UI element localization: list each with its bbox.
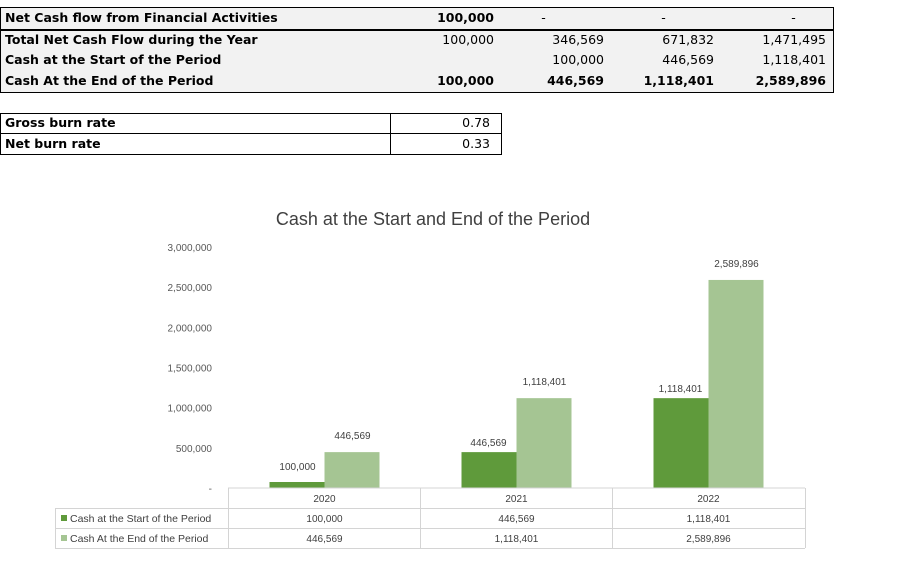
cell-value: 346,569	[552, 32, 604, 47]
legend-label: Cash At the End of the Period	[70, 533, 209, 545]
table-value: 100,000	[306, 514, 343, 525]
chart-title: Cash at the Start and End of the Period	[276, 209, 590, 229]
y-tick-label: -	[209, 484, 212, 495]
cell-value: 2,589,896	[755, 73, 826, 88]
category-label: 2020	[313, 494, 336, 505]
table-value: 1,118,401	[495, 534, 539, 545]
data-label: 446,569	[334, 431, 371, 442]
cell-value: 671,832	[662, 32, 714, 47]
bar	[708, 279, 764, 488]
row-label: Total Net Cash Flow during the Year	[5, 32, 258, 47]
y-tick-label: 2,000,000	[168, 323, 213, 334]
row-label: Net Cash flow from Financial Activities	[5, 10, 278, 25]
cell-value: 1,118,401	[643, 73, 714, 88]
table-value: 1,118,401	[687, 514, 731, 525]
cell-value: 100,000	[552, 52, 604, 67]
bar	[269, 482, 325, 488]
y-tick-label: 3,000,000	[168, 243, 213, 254]
cell-value: 1,471,495	[762, 32, 826, 47]
burn-label: Gross burn rate	[5, 115, 116, 130]
legend-swatch	[61, 535, 67, 541]
cell-value: 100,000	[437, 73, 494, 88]
burn-value: 0.78	[462, 115, 490, 130]
row-label: Cash At the End of the Period	[5, 73, 214, 88]
cell-value: -	[791, 10, 796, 25]
bar	[461, 452, 517, 488]
y-tick-label: 500,000	[176, 444, 213, 455]
burn-value: 0.33	[462, 136, 490, 151]
data-label: 1,118,401	[659, 384, 703, 395]
category-label: 2022	[697, 494, 720, 505]
row-bg	[0, 30, 833, 92]
table-value: 446,569	[306, 534, 343, 545]
cell-value: 1,118,401	[762, 52, 826, 67]
cell-value: 446,569	[547, 73, 604, 88]
bar	[516, 398, 572, 488]
cell-value: -	[541, 10, 546, 25]
bar	[653, 398, 709, 488]
legend-swatch	[61, 515, 67, 521]
y-tick-label: 1,500,000	[168, 364, 213, 375]
data-label: 1,118,401	[523, 377, 567, 388]
burn-label: Net burn rate	[5, 136, 101, 151]
row-bg	[0, 8, 833, 29]
cell-value: 446,569	[662, 52, 714, 67]
cell-value: 100,000	[437, 10, 494, 25]
data-label: 2,589,896	[714, 259, 759, 270]
table-value: 2,589,896	[686, 534, 731, 545]
cell-value: -	[661, 10, 666, 25]
table-value: 446,569	[498, 514, 535, 525]
data-label: 446,569	[470, 438, 507, 449]
y-tick-label: 2,500,000	[168, 283, 213, 294]
category-label: 2021	[505, 494, 528, 505]
cell-value: 100,000	[442, 32, 494, 47]
y-tick-label: 1,000,000	[168, 404, 213, 415]
legend-label: Cash at the Start of the Period	[70, 513, 211, 525]
row-label: Cash at the Start of the Period	[5, 52, 222, 67]
data-label: 100,000	[279, 462, 316, 473]
bar	[324, 452, 380, 488]
